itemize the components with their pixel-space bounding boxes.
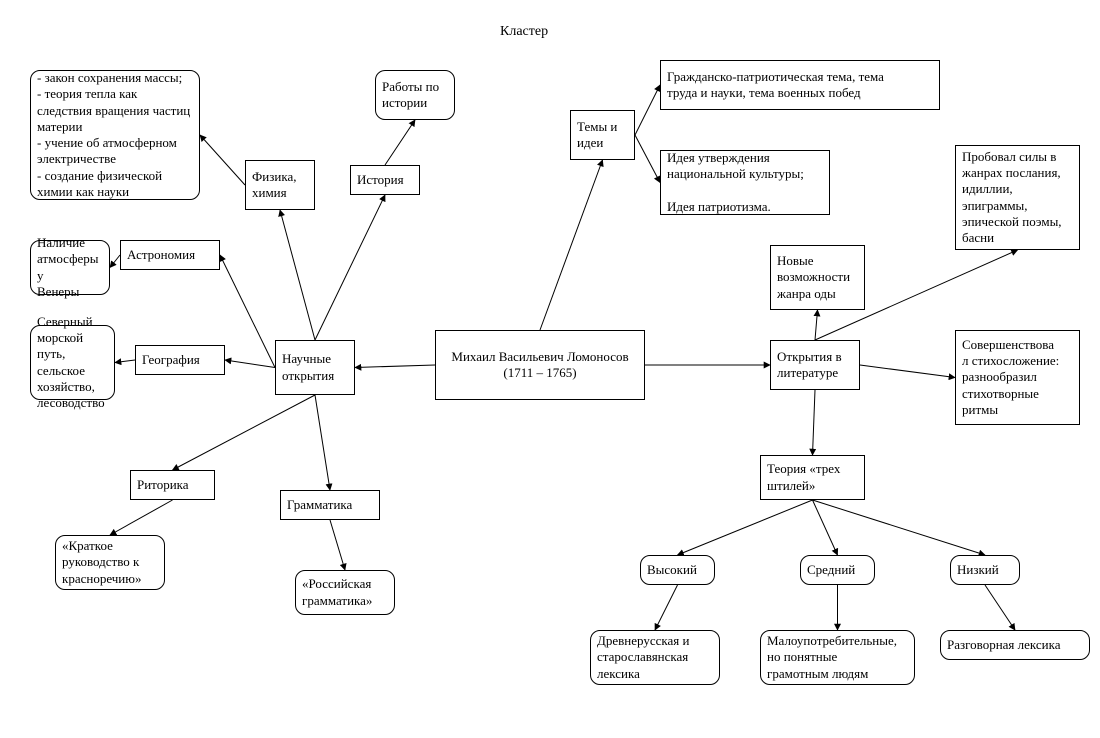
node-hist: История <box>350 165 420 195</box>
node-mid: Средний <box>800 555 875 585</box>
edge-center-sci <box>355 365 435 368</box>
edge-themes-theme2 <box>635 135 660 183</box>
node-verse: Совершенствова л стихосложение: разнообр… <box>955 330 1080 425</box>
node-styles: Теория «трех штилей» <box>760 455 865 500</box>
edge-lit-ode <box>815 310 818 340</box>
edge-styles-low <box>813 500 986 555</box>
edge-center-themes <box>540 160 603 330</box>
node-low_det: Разговорная лексика <box>940 630 1090 660</box>
node-mid_det: Малоупотребительные, но понятные грамотн… <box>760 630 915 685</box>
edge-lit-styles <box>813 390 816 455</box>
node-sci: Научные открытия <box>275 340 355 395</box>
edge-high-high_det <box>655 585 678 630</box>
node-lit: Открытия в литературе <box>770 340 860 390</box>
node-high: Высокий <box>640 555 715 585</box>
edge-styles-mid <box>813 500 838 555</box>
node-rhet: Риторика <box>130 470 215 500</box>
node-center: Михаил Васильевич Ломоносов (1711 – 1765… <box>435 330 645 400</box>
edge-astro-astro_det <box>110 255 120 268</box>
node-rhet_det: «Краткое руководство к красноречию» <box>55 535 165 590</box>
edge-lit-verse <box>860 365 955 378</box>
node-astro_det: Наличие атмосферы у Венеры <box>30 240 110 295</box>
node-theme2: Идея утверждения национальной культуры; … <box>660 150 830 215</box>
edge-rhet-rhet_det <box>110 500 173 535</box>
edge-sci-phys <box>280 210 315 340</box>
node-geo: География <box>135 345 225 375</box>
node-hist_det: Работы по истории <box>375 70 455 120</box>
edge-styles-high <box>678 500 813 555</box>
diagram-title: Кластер <box>500 24 548 40</box>
edge-sci-gram <box>315 395 330 490</box>
node-ode: Новые возможности жанра оды <box>770 245 865 310</box>
node-phys_det: - закон сохранения массы; - теория тепла… <box>30 70 200 200</box>
edge-geo-geo_det <box>115 360 135 363</box>
node-themes: Темы и идеи <box>570 110 635 160</box>
edge-sci-geo <box>225 360 275 368</box>
edge-gram-gram_det <box>330 520 345 570</box>
node-phys: Физика, химия <box>245 160 315 210</box>
node-high_det: Древнерусская и старославянская лексика <box>590 630 720 685</box>
node-genres: Пробовал силы в жанрах послания, идиллии… <box>955 145 1080 250</box>
node-gram_det: «Российская грамматика» <box>295 570 395 615</box>
edge-sci-hist <box>315 195 385 340</box>
edge-sci-astro <box>220 255 275 368</box>
node-gram: Грамматика <box>280 490 380 520</box>
edge-themes-theme1 <box>635 85 660 135</box>
node-theme1: Гражданско-патриотическая тема, тема тру… <box>660 60 940 110</box>
edge-phys-phys_det <box>200 135 245 185</box>
edge-hist-hist_det <box>385 120 415 165</box>
edge-low-low_det <box>985 585 1015 630</box>
edge-sci-rhet <box>173 395 316 470</box>
node-low: Низкий <box>950 555 1020 585</box>
node-astro: Астрономия <box>120 240 220 270</box>
node-geo_det: Северный морской путь, сельское хозяйств… <box>30 325 115 400</box>
